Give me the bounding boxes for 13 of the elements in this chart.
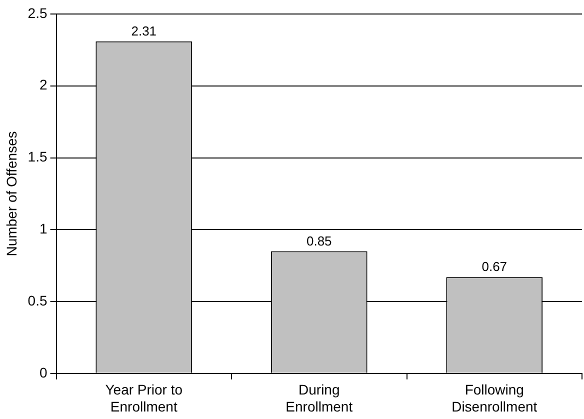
- y-tick-label: 0: [39, 364, 48, 380]
- x-tick-label: Year Prior to Enrollment: [105, 382, 183, 414]
- x-tick-label: During Enrollment: [286, 382, 353, 414]
- y-tick-label: 2: [39, 76, 48, 93]
- x-tick-label: Following Disenrollment: [452, 382, 538, 414]
- y-tick-label: 1.5: [28, 148, 48, 165]
- data-label: 0.67: [482, 259, 508, 274]
- data-label: 0.85: [306, 233, 332, 248]
- y-axis-title: Number of Offenses: [3, 131, 20, 256]
- y-tick-label: 2.5: [28, 4, 48, 21]
- y-tick-label: 1: [39, 220, 48, 236]
- data-label: 2.31: [131, 23, 157, 38]
- y-tick-label: 0.5: [28, 292, 48, 308]
